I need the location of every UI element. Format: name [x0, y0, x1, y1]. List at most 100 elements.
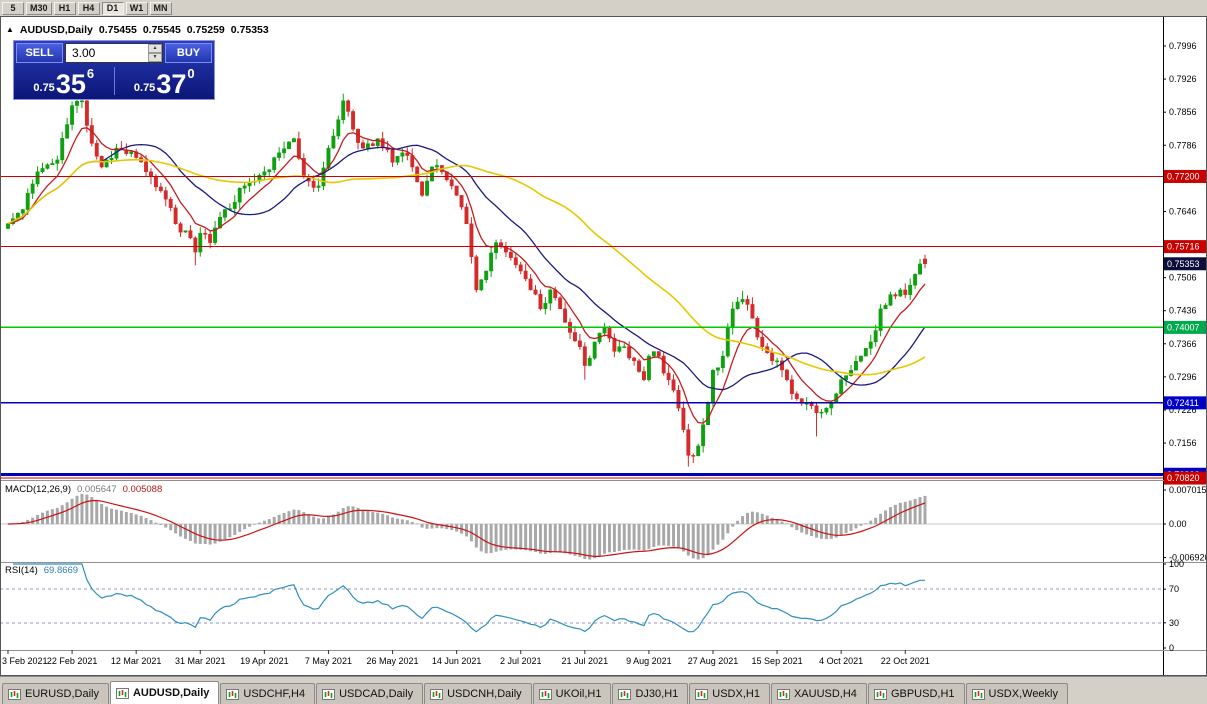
svg-text:21 Jul 2021: 21 Jul 2021 — [562, 656, 609, 666]
mini-chart-icon — [695, 688, 709, 700]
svg-text:26 May 2021: 26 May 2021 — [367, 656, 419, 666]
chart-tab-dj30-h1[interactable]: DJ30,H1 — [612, 683, 689, 704]
chart-tab-eurusd-daily[interactable]: EURUSD,Daily — [2, 683, 109, 704]
bid-price[interactable]: 0.75 35 6 — [16, 65, 112, 97]
chart-tab-usdx-h1[interactable]: USDX,H1 — [689, 683, 770, 704]
sell-button[interactable]: SELL — [16, 43, 63, 63]
chart-tab-ukoil-h1[interactable]: UKOil,H1 — [532, 683, 612, 704]
mini-chart-icon — [971, 688, 985, 700]
price-level-badge: 0.72411 — [1164, 396, 1206, 410]
rsi-name: RSI(14) — [5, 565, 38, 576]
bid-prefix: 0.75 — [33, 82, 55, 94]
ask-price[interactable]: 0.75 37 0 — [117, 65, 213, 97]
volume-spinner: ▲ ▼ — [148, 44, 162, 62]
trade-controls-row: SELL ▲ ▼ BUY — [16, 43, 212, 63]
macd-main-value: 0.005647 — [77, 484, 117, 495]
price-level-badge: 0.75716 — [1164, 240, 1206, 254]
svg-text:0.72411: 0.72411 — [1167, 398, 1199, 408]
price-level-badge: 0.77200 — [1164, 169, 1206, 183]
chart-tab-label: XAUUSD,H4 — [793, 688, 857, 700]
chart-tab-usdcnh-daily[interactable]: USDCNH,Daily — [424, 683, 532, 704]
bid-pip-digit: 6 — [86, 66, 95, 81]
chart-symbol-label: AUDUSD,Daily — [19, 24, 93, 36]
mini-chart-icon — [115, 687, 129, 699]
volume-up-button[interactable]: ▲ — [148, 44, 162, 53]
chart-tab-label: UKOil,H1 — [555, 688, 602, 700]
ma-fast-red — [7, 127, 926, 424]
svg-text:0.74007: 0.74007 — [1167, 322, 1200, 332]
svg-text:0.7856: 0.7856 — [1169, 107, 1197, 117]
trade-panel-collapse-icon[interactable]: ▲ — [6, 25, 14, 34]
chart-tab-label: USDCHF,H4 — [243, 688, 306, 700]
timeframe-button-h4[interactable]: H4 — [77, 1, 100, 15]
chart-tab-usdcad-daily[interactable]: USDCAD,Daily — [316, 683, 424, 704]
timeframe-button-d1[interactable]: D1 — [101, 1, 124, 15]
ma-slow-yellow — [7, 158, 926, 376]
chart-tab-audusd-daily[interactable]: AUDUSD,Daily — [109, 681, 220, 704]
volume-down-button[interactable]: ▼ — [148, 53, 162, 62]
svg-text:0.7996: 0.7996 — [1169, 41, 1197, 51]
ohlc-close: 0.75353 — [230, 24, 269, 36]
svg-text:3 Feb 2021: 3 Feb 2021 — [2, 656, 48, 666]
svg-text:0.7786: 0.7786 — [1169, 140, 1197, 150]
rsi-axis-label: 100 — [1169, 559, 1184, 569]
rsi-indicator-label: RSI(14) 69.8669 — [5, 565, 78, 576]
bid-ask-row: 0.75 35 6 0.75 37 0 — [16, 65, 212, 97]
chart-tab-label: GBPUSD,H1 — [890, 688, 955, 700]
chart-tab-label: USDCAD,Daily — [339, 688, 414, 700]
chart-title: ▲ AUDUSD,Daily 0.75455 0.75545 0.75259 0… — [6, 24, 269, 36]
svg-text:0.7506: 0.7506 — [1169, 273, 1197, 283]
timeframe-toolbar: 5 M30 H1 H4 D1 W1 MN — [0, 0, 1207, 16]
buy-button[interactable]: BUY — [165, 43, 212, 63]
ask-pip-digit: 0 — [187, 66, 195, 81]
mini-chart-icon — [8, 688, 21, 700]
price-axis-column — [1164, 16, 1207, 676]
svg-text:0.75353: 0.75353 — [1167, 259, 1200, 269]
chart-window[interactable]: 0.79960.79260.78560.77860.77160.76460.75… — [0, 16, 1207, 676]
svg-text:0.7366: 0.7366 — [1169, 339, 1197, 349]
mini-chart-icon — [430, 688, 444, 700]
chart-tab-xauusd-h4[interactable]: XAUUSD,H4 — [770, 683, 867, 704]
svg-text:0.7646: 0.7646 — [1169, 206, 1197, 216]
svg-text:22 Feb 2021: 22 Feb 2021 — [47, 656, 98, 666]
chart-tab-label: USDX,Weekly — [988, 688, 1058, 700]
svg-text:0.7156: 0.7156 — [1169, 438, 1197, 448]
svg-text:0.7296: 0.7296 — [1169, 372, 1197, 382]
svg-text:19 Apr 2021: 19 Apr 2021 — [240, 656, 289, 666]
svg-text:0.7436: 0.7436 — [1169, 306, 1197, 316]
rsi-line — [12, 563, 925, 633]
macd-axis-label: 0.00 — [1169, 519, 1187, 529]
ma-mid-navy — [7, 143, 926, 391]
macd-axis-label: -0.006920 — [1169, 553, 1207, 563]
timeframe-button-5[interactable]: 5 — [2, 1, 24, 15]
candles-group — [6, 91, 927, 467]
price-level-badge: 0.70820 — [1164, 471, 1206, 485]
svg-text:9 Aug 2021: 9 Aug 2021 — [626, 656, 672, 666]
volume-input[interactable] — [66, 44, 148, 62]
ohlc-open: 0.75455 — [98, 24, 137, 36]
chart-tab-usdchf-h4[interactable]: USDCHF,H4 — [220, 683, 316, 704]
svg-text:0.77200: 0.77200 — [1167, 171, 1200, 181]
chart-tab-label: USDX,H1 — [712, 688, 760, 700]
rsi-value: 69.8669 — [43, 565, 79, 576]
bid-big-digits: 35 — [55, 68, 86, 99]
rsi-axis-label: 0 — [1169, 643, 1174, 653]
mini-chart-icon — [873, 688, 887, 700]
timeframe-button-w1[interactable]: W1 — [125, 1, 148, 15]
chart-tab-usdx-weekly[interactable]: USDX,Weekly — [965, 683, 1068, 704]
svg-text:15 Sep 2021: 15 Sep 2021 — [752, 656, 803, 666]
rsi-axis-label: 30 — [1169, 618, 1179, 628]
macd-signal-line — [7, 499, 926, 558]
svg-text:12 Mar 2021: 12 Mar 2021 — [111, 656, 162, 666]
mini-chart-icon — [618, 688, 632, 700]
rsi-axis-label: 70 — [1169, 584, 1179, 594]
timeframe-button-mn[interactable]: MN — [149, 1, 172, 15]
chart-tab-gbpusd-h1[interactable]: GBPUSD,H1 — [867, 683, 965, 704]
price-chart-canvas[interactable]: 0.79960.79260.78560.77860.77160.76460.75… — [0, 16, 1207, 676]
volume-field[interactable]: ▲ ▼ — [65, 43, 163, 63]
timeframe-button-h1[interactable]: H1 — [53, 1, 76, 15]
macd-name: MACD(12,26,9) — [5, 484, 71, 495]
mini-chart-icon — [538, 688, 552, 700]
timeframe-button-m30[interactable]: M30 — [26, 1, 52, 15]
